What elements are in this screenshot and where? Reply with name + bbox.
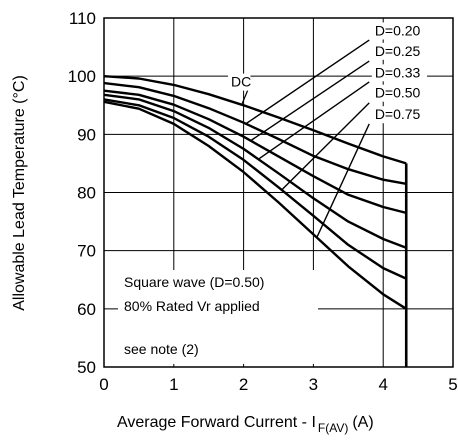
series-line-d-025 [103,89,407,215]
plot-frame [103,17,454,368]
leader-dc [241,89,249,104]
x-tick-label-5: 5 [448,375,457,394]
series-label-bg-0 [228,73,251,91]
series-label-dc: DC [231,74,251,90]
leader-d-020 [245,39,370,125]
y-tick-label-3: 80 [77,184,96,203]
x-axis-title-main: Average Forward Current - I [117,414,316,431]
x-axis-title-unit: (A) [352,414,373,431]
series-label-bg-5 [371,106,428,124]
series-label-bg-2 [371,42,428,60]
series-line-d-020 [103,81,407,185]
leader-d-050 [281,102,370,191]
x-tick-label-1: 1 [169,375,178,394]
series-line-d-075 [103,100,407,310]
series-label-d-020: D=0.20 [375,22,421,38]
x-tick-label-4: 4 [378,375,387,394]
series-label-d-033: D=0.33 [375,64,421,80]
series-labels: DC D=0.20 D=0.25 D=0.33 D=0.50 D=0.75 [228,22,428,124]
series-label-d-025: D=0.25 [375,43,421,59]
x-tick-label-0: 0 [99,375,108,394]
annotation-box [118,270,318,364]
x-tick-label-3: 3 [309,375,318,394]
y-tick-label-0: 50 [77,358,96,377]
series-label-d-075: D=0.75 [375,106,421,122]
y-tick-label-5: 100 [68,67,96,86]
y-tick-label-1: 60 [77,300,96,319]
series-label-bg-4 [371,84,428,102]
leader-d-033 [258,81,370,160]
leader-d-025 [250,60,370,142]
plot-border [103,17,454,368]
annotation-rated-vr: 80% Rated Vr applied [124,298,260,314]
x-axis-title: Average Forward Current - I F(AV) (A) [117,414,374,435]
series-line-d-033 [103,93,407,249]
series-label-bg-1 [371,22,428,40]
series-label-bg-3 [371,64,428,82]
y-tick-label-2: 70 [77,242,96,261]
series-label-d-050: D=0.50 [375,85,421,101]
y-tick-label-4: 90 [77,125,96,144]
annotation-background [118,270,318,364]
leader-d-075 [316,123,370,238]
series-line-dc [103,75,407,165]
series-line-d-050 [103,98,407,280]
y-tick-label-6: 110 [69,9,96,28]
y-axis-title: Allowable Lead Temperature (°C) [11,75,28,311]
x-tick-label-2: 2 [239,375,248,394]
tick-labels: 0 1 2 3 4 5 50 60 70 80 90 100 110 [68,9,458,394]
annotation-see-note: see note (2) [124,341,199,357]
x-axis-title-subscript: F(AV) [318,421,348,435]
label-leaders [241,39,370,238]
annotation-square-wave: Square wave (D=0.50) [124,274,264,290]
curves [103,75,408,367]
